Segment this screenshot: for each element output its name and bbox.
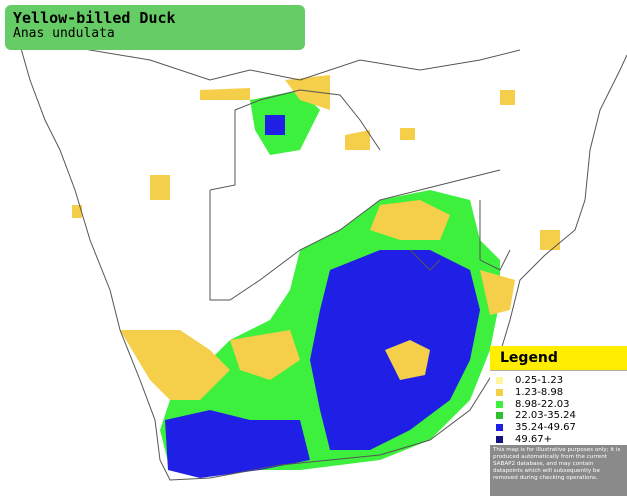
legend-label: 35.24-49.67 (515, 422, 576, 434)
legend-swatch (496, 400, 503, 408)
legend-label: 22.03-35.24 (515, 410, 576, 422)
subtitle: Anas undulata (13, 26, 115, 41)
legend-item: 22.03-35.24 (496, 410, 627, 422)
legend-swatch (496, 424, 503, 432)
legend: Legend 0.25-1.23 1.23-8.98 8.98-22.03 22.03… (490, 346, 627, 496)
legend-label: 1.23-8.98 (515, 387, 564, 399)
legend-item: 35.24-49.67 (496, 422, 627, 434)
legend-items: 0.25-1.23 1.23-8.98 8.98-22.03 22.03-35.24 3… (490, 371, 627, 447)
legend-item: 0.25-1.23 (496, 375, 627, 387)
legend-swatch (496, 389, 503, 397)
legend-item: 49.67+ (496, 433, 627, 445)
legend-title: Legend (490, 346, 627, 371)
distribution (72, 75, 560, 478)
title-box: Yellow-billed Duck Anas undulata (5, 5, 305, 50)
legend-item: 8.98-22.03 (496, 398, 627, 410)
borders (19, 44, 627, 481)
legend-label: 0.25-1.23 (515, 375, 564, 387)
legend-swatch (496, 377, 503, 385)
legend-note: This map is for illustrative purposes on… (490, 445, 627, 496)
title: Yellow-billed Duck (13, 9, 176, 27)
legend-swatch (496, 435, 503, 443)
legend-label: 49.67+ (515, 433, 553, 445)
legend-swatch (496, 412, 503, 420)
legend-label: 8.98-22.03 (515, 398, 570, 410)
legend-item: 1.23-8.98 (496, 387, 627, 399)
